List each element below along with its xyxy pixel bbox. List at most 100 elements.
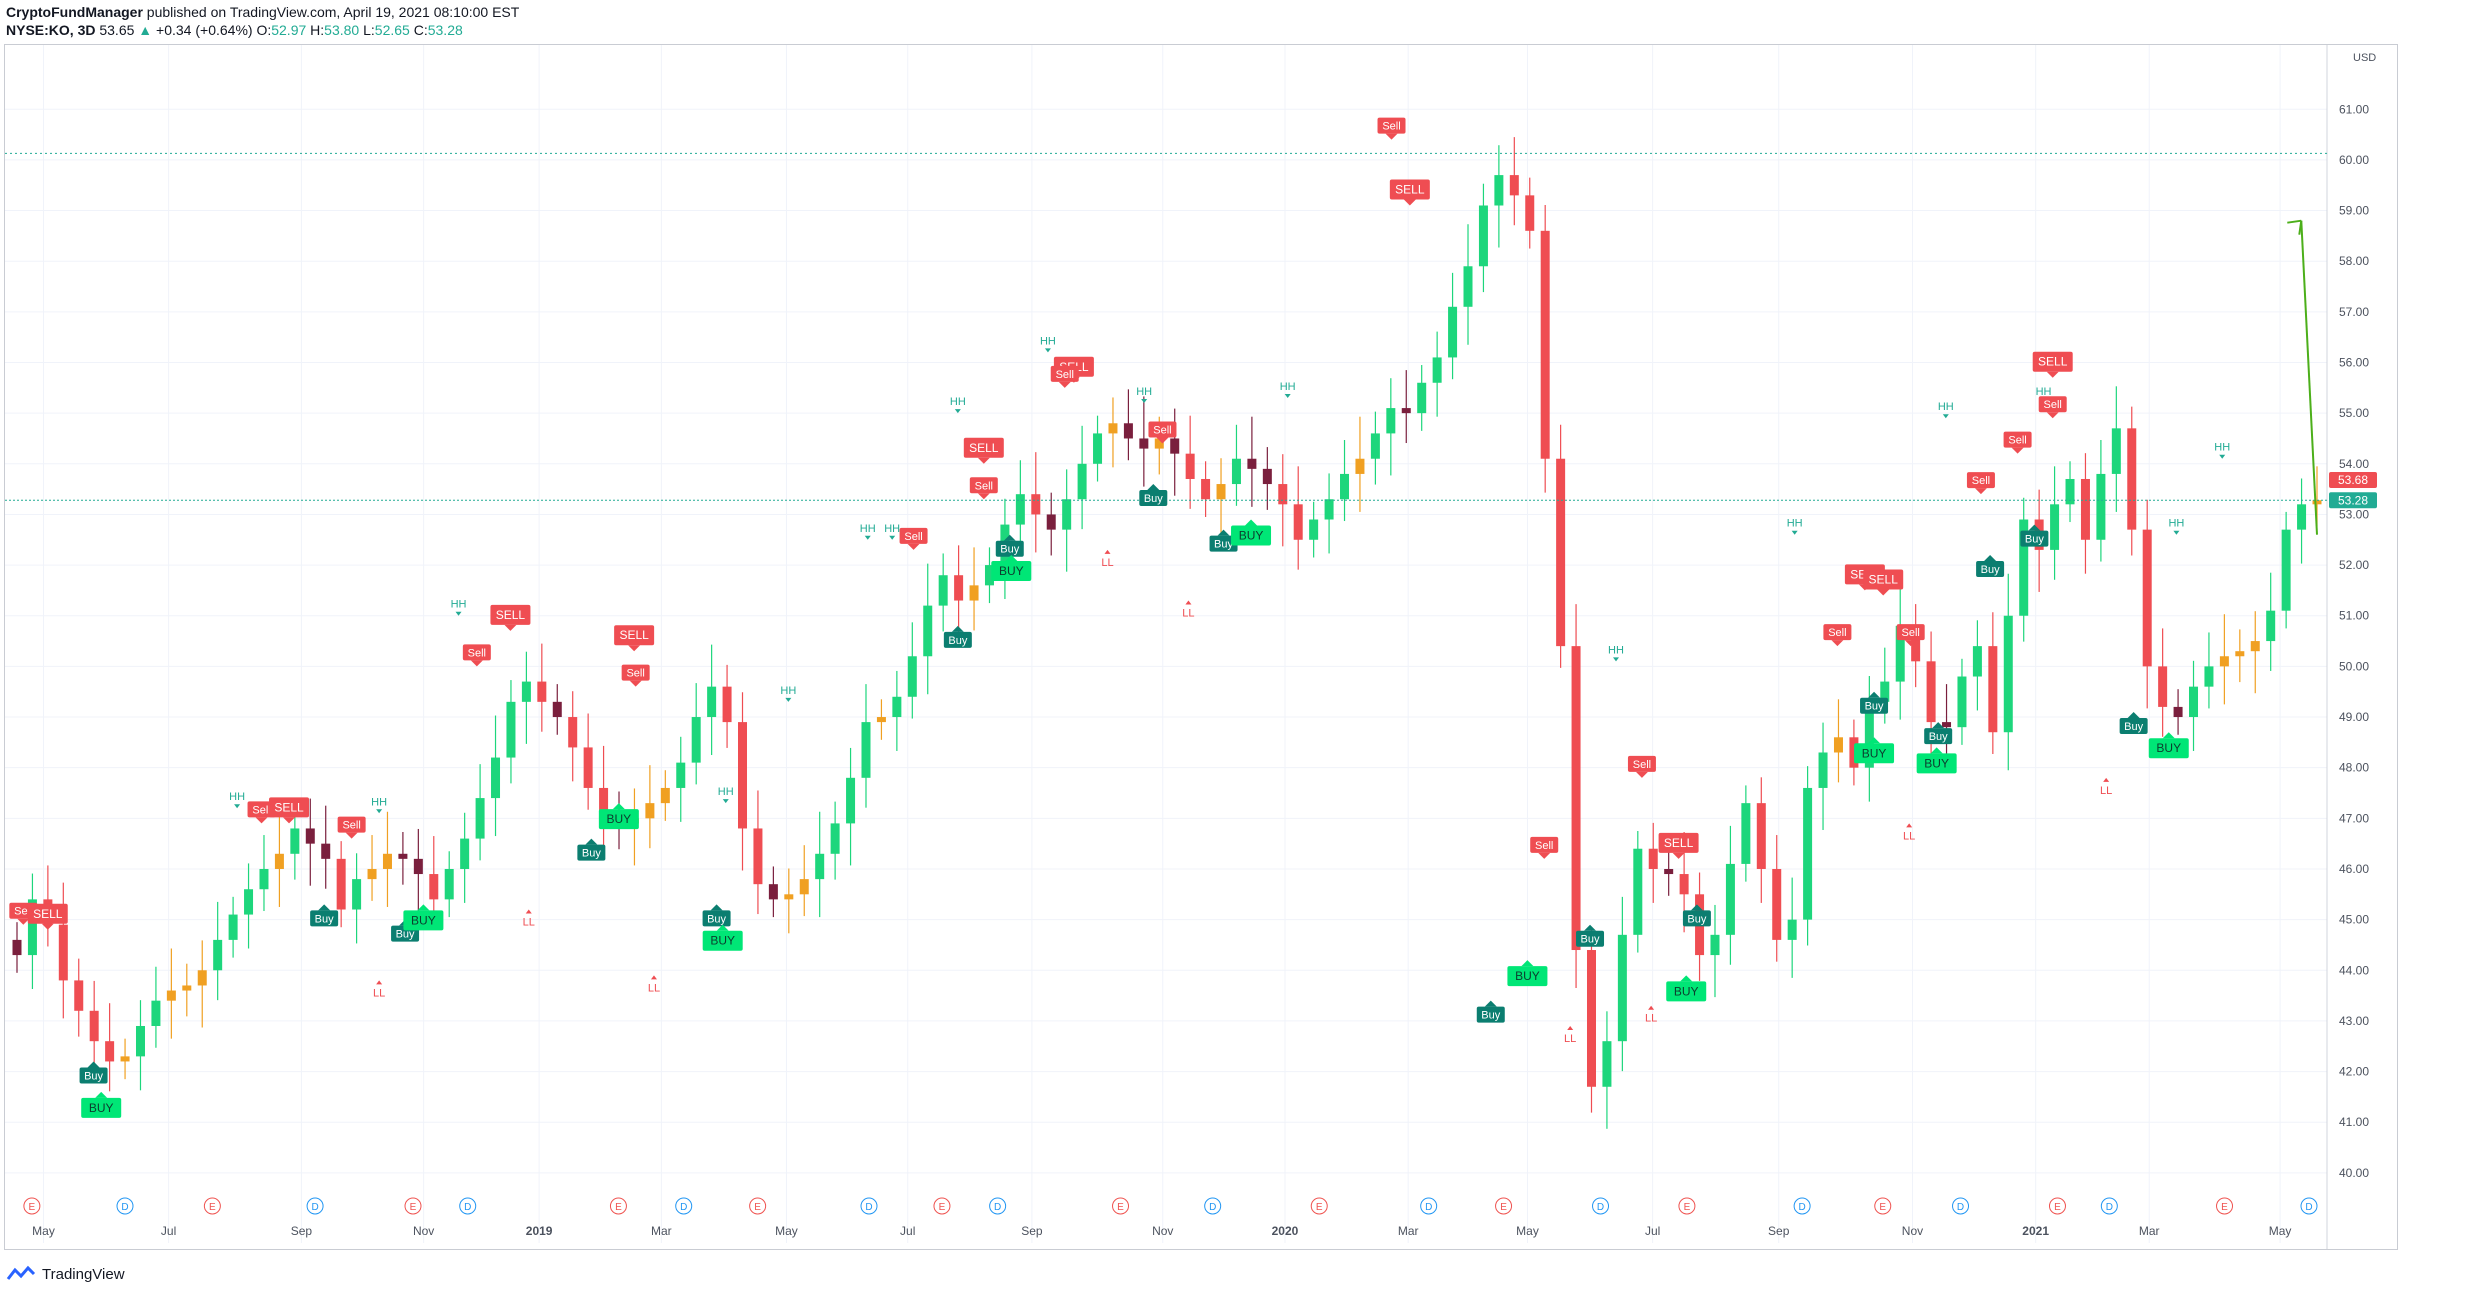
candle-body	[1370, 433, 1380, 459]
high-label: H:	[310, 22, 325, 38]
candle	[1725, 825, 1735, 965]
earnings-marker-icon	[1678, 1197, 1696, 1215]
candle-body	[1417, 382, 1427, 414]
candle	[182, 963, 192, 1017]
candle	[707, 644, 717, 756]
buy-pointer-icon	[1521, 960, 1534, 967]
candle	[1988, 612, 1998, 755]
candle	[2050, 466, 2060, 580]
sell-signal: Sell	[247, 801, 276, 824]
publish-line: CryptoFundManager published on TradingVi…	[6, 3, 519, 21]
candle-body	[352, 879, 362, 910]
candle	[321, 805, 331, 889]
hh-marker-icon	[234, 804, 241, 809]
price-tag	[2329, 492, 2377, 509]
sell-signal: Sell	[1896, 624, 1925, 647]
candle	[1401, 370, 1411, 444]
event-marker-label: E	[2221, 1202, 2228, 1213]
ll-marker-icon	[1185, 600, 1192, 605]
candle	[1648, 822, 1658, 903]
buy-badge-label: Buy	[1981, 564, 2000, 576]
symbol-label[interactable]: NYSE:KO, 3D	[6, 22, 96, 38]
candle-body	[58, 924, 68, 981]
buy-badge-label: BUY	[1924, 756, 1949, 770]
footer-brand[interactable]: TradingView	[42, 1265, 125, 1283]
buy-badge	[1916, 753, 1957, 774]
y-tick-label: 57.00	[2339, 305, 2369, 319]
buy-badge	[1976, 560, 2005, 577]
candle-body	[2127, 428, 2137, 530]
candle	[2297, 478, 2307, 564]
candle	[738, 692, 748, 871]
candle	[1772, 835, 1782, 962]
chart-panel[interactable]: 40.00 41.00 42.00 43.00 44.00 45.00 46.00 47.00…	[4, 44, 2398, 1250]
change-up-icon: ▲	[138, 22, 153, 38]
sell-badge-label: SELL	[33, 907, 63, 921]
publisher-name[interactable]: CryptoFundManager	[6, 4, 143, 20]
candle-body	[923, 605, 933, 657]
candle-body	[954, 575, 964, 601]
candle	[1231, 424, 1241, 506]
x-tick-label: May	[1516, 1224, 1539, 1238]
sell-pointer-icon	[2046, 412, 2059, 419]
event-marker-label: D	[865, 1202, 872, 1213]
ohlc-line: NYSE:KO, 3D 53.65 ▲ +0.34 (+0.64%) O:52.…	[6, 21, 519, 39]
sell-badge	[2038, 396, 2067, 413]
candle-body	[799, 879, 809, 895]
candle-body	[151, 1000, 161, 1026]
sell-badge-label: Sell	[252, 804, 270, 816]
candle-body	[1586, 950, 1596, 1087]
buy-signal: Buy	[702, 904, 731, 927]
candle	[2250, 611, 2260, 694]
high-value: 53.80	[324, 22, 360, 38]
buy-badge	[1854, 743, 1895, 764]
sell-signal: SELL	[1863, 569, 1904, 596]
candle	[166, 948, 176, 1039]
sell-badge	[1530, 836, 1559, 853]
sell-badge-label: Sell	[1633, 759, 1651, 771]
buy-badge-label: Buy	[396, 929, 415, 941]
buy-badge-label: BUY	[2156, 741, 2181, 755]
sell-pointer-icon	[1635, 771, 1648, 778]
candle-body	[1170, 438, 1180, 454]
low-value: 52.65	[374, 22, 410, 38]
buy-signal: Buy	[1209, 529, 1238, 552]
candle	[367, 835, 377, 901]
buy-pointer-icon	[1584, 924, 1597, 931]
buy-signal: BUY	[1507, 960, 1548, 987]
candle-body	[105, 1041, 115, 1062]
x-tick-label: 2020	[1272, 1224, 1299, 1238]
buy-pointer-icon	[87, 1061, 100, 1068]
sell-badge-label: Sell	[2008, 435, 2026, 447]
sell-pointer-icon	[470, 660, 483, 667]
candle	[1509, 137, 1519, 226]
candle	[1355, 416, 1365, 512]
sell-badge	[2032, 351, 2073, 372]
projection-arrow-line	[2300, 220, 2318, 535]
ll-label: LL	[1182, 608, 1194, 620]
candlestick-chart[interactable]: 40.00 41.00 42.00 43.00 44.00 45.00 46.00 47.00…	[5, 45, 2397, 1249]
sell-badge	[621, 664, 650, 681]
buy-badge-label: BUY	[1515, 969, 1540, 983]
buy-pointer-icon	[1930, 747, 1943, 754]
candle	[1617, 896, 1627, 1072]
candle-body	[1201, 478, 1211, 500]
chart-header: CryptoFundManager published on TradingVi…	[6, 3, 519, 43]
candle-body	[1880, 681, 1890, 702]
candle-body	[1926, 661, 1936, 723]
x-tick-label: 2021	[2022, 1224, 2049, 1238]
candle	[2080, 453, 2090, 574]
tradingview-logo-icon[interactable]	[6, 1265, 36, 1283]
ll-label: LL	[523, 917, 535, 929]
hh-marker-icon	[455, 611, 462, 616]
earnings-marker-icon	[749, 1197, 767, 1215]
candle-body	[1756, 803, 1766, 869]
candle	[923, 563, 933, 695]
candle-body	[753, 828, 763, 885]
sell-badge-label: SELL	[1664, 836, 1694, 850]
sell-signal: Sell	[1530, 836, 1559, 859]
candle	[105, 1003, 115, 1092]
sell-badge	[269, 797, 310, 818]
candle	[1803, 766, 1813, 946]
buy-signal: Buy	[1476, 1000, 1505, 1023]
